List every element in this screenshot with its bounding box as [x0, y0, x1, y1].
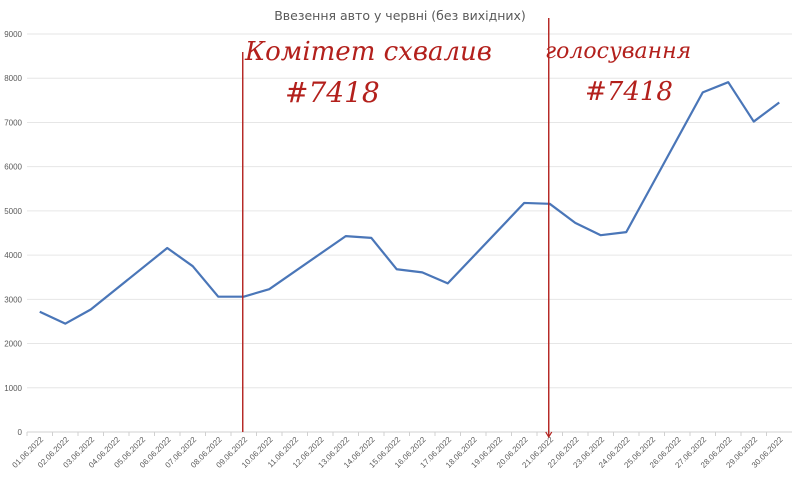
annotation-text: Комітет схвалив [244, 37, 492, 67]
y-tick-label: 4000 [4, 251, 22, 260]
y-tick-label: 6000 [4, 163, 22, 172]
annotation-text: голосування [545, 39, 691, 64]
y-tick-label: 5000 [4, 207, 22, 216]
y-tick-label: 1000 [4, 384, 22, 393]
y-tick-label: 3000 [4, 295, 22, 304]
y-tick-label: 8000 [4, 74, 22, 83]
y-tick-label: 2000 [4, 340, 22, 349]
series-line [39, 81, 780, 325]
annotation-text: #7418 [285, 76, 380, 109]
y-tick-label: 9000 [4, 30, 22, 39]
y-tick-label: 0 [18, 428, 23, 437]
annotation-text: #7418 [585, 77, 673, 107]
y-tick-label: 7000 [4, 118, 22, 127]
chart-title: Ввезення авто у червні (без вихідних) [274, 8, 526, 23]
arrow-head [545, 431, 553, 439]
